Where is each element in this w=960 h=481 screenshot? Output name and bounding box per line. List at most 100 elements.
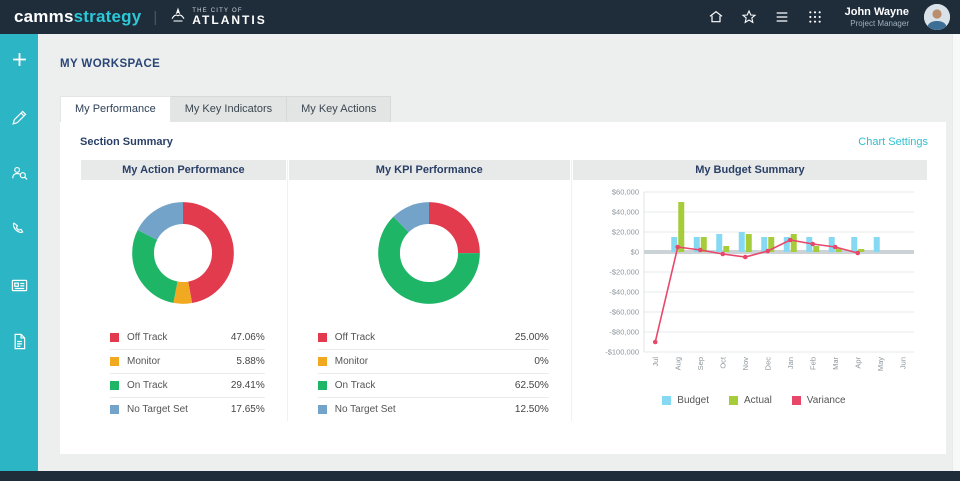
legend-label: On Track — [335, 380, 515, 391]
budget-legend-item: Actual — [729, 395, 772, 406]
legend-label: Off Track — [127, 332, 231, 343]
legend-value: 0% — [534, 356, 548, 367]
scrollbar[interactable] — [952, 34, 960, 471]
svg-text:Apr: Apr — [853, 356, 862, 368]
legend-row: On Track62.50% — [318, 374, 549, 398]
svg-text:Feb: Feb — [808, 357, 817, 370]
kpi-performance-donut — [288, 194, 571, 312]
legend-label: Monitor — [127, 356, 236, 367]
user-search-icon[interactable] — [0, 150, 38, 196]
left-sidebar — [0, 34, 38, 471]
page-title: MY WORKSPACE — [60, 58, 946, 70]
legend-label: Variance — [807, 395, 846, 406]
legend-value: 25.00% — [515, 332, 549, 343]
svg-text:-$60,000: -$60,000 — [609, 308, 639, 317]
svg-text:-$40,000: -$40,000 — [609, 288, 639, 297]
menu-icon[interactable] — [773, 8, 791, 26]
svg-text:Aug: Aug — [673, 357, 682, 370]
svg-text:-$20,000: -$20,000 — [609, 268, 639, 277]
user-role: Project Manager — [845, 19, 909, 29]
budget-legend-item: Variance — [792, 395, 846, 406]
action-performance-donut — [80, 194, 287, 312]
user-name: John Wayne — [845, 6, 909, 19]
legend-row: Monitor5.88% — [110, 350, 265, 374]
svg-text:Mar: Mar — [831, 357, 840, 370]
brand-camms: camms — [14, 7, 74, 27]
legend-swatch — [110, 381, 119, 390]
action-performance-legend: Off Track47.06%Monitor5.88%On Track29.41… — [110, 326, 265, 421]
budget-chart: $60,000 $40,000 $20,000 $0 -$20,000 -$40,000 -… — [584, 186, 924, 393]
avatar[interactable] — [924, 4, 950, 30]
svg-text:-$80,000: -$80,000 — [609, 328, 639, 337]
legend-value: 17.65% — [231, 404, 265, 415]
legend-swatch — [318, 381, 327, 390]
section-summary-title: Section Summary — [80, 136, 173, 148]
legend-row: No Target Set17.65% — [110, 398, 265, 421]
svg-text:$40,000: $40,000 — [612, 208, 639, 217]
svg-text:Sep: Sep — [696, 357, 705, 370]
svg-text:$0: $0 — [631, 248, 639, 257]
camms-strategy-logo: cammsstrategy — [14, 7, 141, 27]
legend-row: Off Track47.06% — [110, 326, 265, 350]
legend-value: 62.50% — [515, 380, 549, 391]
legend-swatch — [318, 405, 327, 414]
client-name: ATLANTIS — [192, 14, 266, 26]
tab-my-key-indicators[interactable]: My Key Indicators — [170, 96, 287, 122]
phone-icon[interactable] — [0, 206, 38, 252]
legend-swatch — [792, 396, 801, 405]
star-icon[interactable] — [740, 8, 758, 26]
budget-summary-header: My Budget Summary — [573, 160, 927, 180]
top-bar: cammsstrategy | THE CITY OF ATLANTIS — [0, 0, 960, 34]
legend-label: Actual — [744, 395, 772, 406]
legend-label: Budget — [677, 395, 709, 406]
apps-grid-icon[interactable] — [806, 8, 824, 26]
legend-swatch — [318, 357, 327, 366]
user-block[interactable]: John Wayne Project Manager — [845, 6, 909, 29]
budget-legend-item: Budget — [662, 395, 709, 406]
svg-text:Jan: Jan — [786, 357, 795, 369]
legend-label: Monitor — [335, 356, 535, 367]
legend-label: Off Track — [335, 332, 515, 343]
legend-swatch — [110, 405, 119, 414]
tab-my-performance[interactable]: My Performance — [60, 96, 171, 122]
add-button[interactable] — [0, 34, 38, 84]
legend-value: 47.06% — [231, 332, 265, 343]
svg-text:$60,000: $60,000 — [612, 188, 639, 197]
legend-label: No Target Set — [127, 404, 231, 415]
svg-text:$20,000: $20,000 — [612, 228, 639, 237]
kpi-performance-header: My KPI Performance — [289, 160, 570, 180]
brand-strategy: strategy — [74, 7, 142, 27]
tab-my-key-actions[interactable]: My Key Actions — [286, 96, 391, 122]
document-icon[interactable] — [0, 318, 38, 364]
legend-row: On Track29.41% — [110, 374, 265, 398]
kpi-performance-legend: Off Track25.00%Monitor0%On Track62.50%No… — [318, 326, 549, 421]
svg-text:Nov: Nov — [741, 357, 750, 371]
legend-value: 29.41% — [231, 380, 265, 391]
legend-swatch — [110, 333, 119, 342]
atlantis-logo: THE CITY OF ATLANTIS — [169, 6, 266, 29]
svg-text:May: May — [876, 357, 885, 371]
footer-bar — [0, 471, 960, 481]
legend-swatch — [662, 396, 671, 405]
legend-row: Off Track25.00% — [318, 326, 549, 350]
legend-label: On Track — [127, 380, 231, 391]
legend-swatch — [729, 396, 738, 405]
svg-text:Oct: Oct — [718, 356, 727, 369]
card-list-icon[interactable] — [0, 262, 38, 308]
legend-swatch — [110, 357, 119, 366]
home-icon[interactable] — [707, 8, 725, 26]
edit-pencil-icon[interactable] — [0, 94, 38, 140]
chart-settings-link[interactable]: Chart Settings — [858, 136, 928, 148]
legend-row: Monitor0% — [318, 350, 549, 374]
legend-value: 12.50% — [515, 404, 549, 415]
legend-label: No Target Set — [335, 404, 515, 415]
legend-row: No Target Set12.50% — [318, 398, 549, 421]
action-performance-header: My Action Performance — [81, 160, 286, 180]
workspace-panel: Section Summary Chart Settings My Action… — [60, 122, 946, 454]
brand-divider: | — [153, 9, 157, 26]
kpi-performance-section: My KPI Performance Off Track25.00%Monito… — [288, 160, 572, 421]
svg-text:Jun: Jun — [898, 357, 907, 369]
svg-text:Dec: Dec — [763, 357, 772, 371]
action-performance-section: My Action Performance Off Track47.06%Mon… — [80, 160, 288, 421]
budget-legend: Budget Actual Variance — [662, 395, 845, 406]
